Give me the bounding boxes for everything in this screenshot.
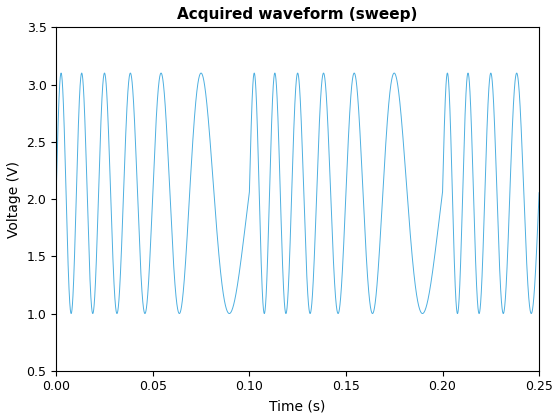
Title: Acquired waveform (sweep): Acquired waveform (sweep): [178, 7, 418, 22]
Y-axis label: Voltage (V): Voltage (V): [7, 160, 21, 238]
X-axis label: Time (s): Time (s): [269, 399, 326, 413]
